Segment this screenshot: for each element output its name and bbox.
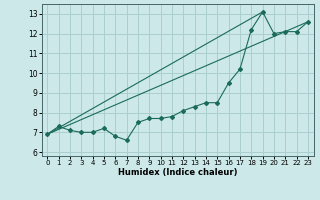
X-axis label: Humidex (Indice chaleur): Humidex (Indice chaleur) xyxy=(118,168,237,177)
